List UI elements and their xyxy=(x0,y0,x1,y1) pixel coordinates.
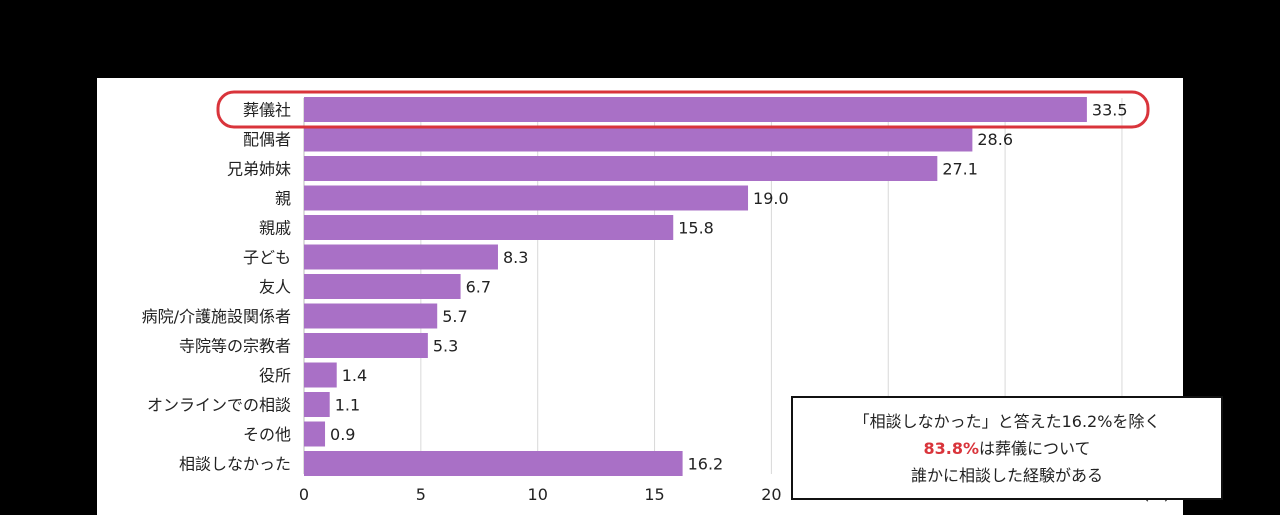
bar xyxy=(304,156,938,181)
value-label: 27.1 xyxy=(942,160,978,179)
category-label: 相談しなかった xyxy=(179,455,291,474)
bar-chart: 05101520253035（%）葬儀社33.5配偶者28.6兄弟姉妹27.1親… xyxy=(142,90,1180,504)
category-label: 親 xyxy=(275,189,291,208)
bar xyxy=(304,333,428,358)
value-label: 15.8 xyxy=(678,219,714,238)
value-label: 33.5 xyxy=(1092,101,1128,120)
category-label: 子ども xyxy=(243,248,291,267)
category-label: その他 xyxy=(243,425,291,444)
category-label: オンラインでの相談 xyxy=(147,396,291,415)
chart-panel: 05101520253035（%）葬儀社33.5配偶者28.6兄弟姉妹27.1親… xyxy=(97,78,1223,515)
callout-box: 「相談しなかった」と答えた16.2%を除く 83.8%は葬儀について 誰かに相談… xyxy=(791,396,1223,500)
callout-line-2-rest: は葬儀について xyxy=(978,438,1091,458)
category-label: 配偶者 xyxy=(243,130,291,149)
callout-highlight: 83.8% xyxy=(923,438,979,458)
x-tick-label: 0 xyxy=(299,485,309,504)
bar xyxy=(304,392,330,417)
bar xyxy=(304,215,674,240)
value-label: 19.0 xyxy=(753,189,789,208)
bar xyxy=(304,421,326,447)
bar xyxy=(304,97,1087,122)
highlight-outline xyxy=(216,90,1150,129)
category-label: 親戚 xyxy=(259,219,291,238)
value-label: 28.6 xyxy=(977,130,1013,149)
value-label: 0.9 xyxy=(330,425,355,444)
category-label: 葬儀社 xyxy=(243,101,291,120)
callout-line-2: 83.8%は葬儀について xyxy=(923,435,1090,462)
category-label: 兄弟姉妹 xyxy=(227,160,291,179)
bar xyxy=(304,126,973,152)
value-label: 1.1 xyxy=(335,396,360,415)
bar xyxy=(304,303,438,329)
value-label: 5.3 xyxy=(433,337,458,356)
category-label: 役所 xyxy=(259,366,291,385)
category-label: 寺院等の宗教者 xyxy=(179,337,291,356)
bar xyxy=(304,451,683,476)
x-tick-label: 5 xyxy=(416,485,426,504)
bar xyxy=(304,244,498,270)
bar xyxy=(304,185,749,211)
callout-line-3: 誰かに相談した経験がある xyxy=(910,465,1103,485)
value-label: 1.4 xyxy=(342,366,367,385)
x-tick-label: 15 xyxy=(644,485,664,504)
value-label: 5.7 xyxy=(442,307,467,326)
category-label: 友人 xyxy=(259,278,291,297)
value-label: 8.3 xyxy=(503,248,528,267)
value-label: 16.2 xyxy=(688,455,724,474)
x-tick-label: 20 xyxy=(761,485,781,504)
bar xyxy=(304,274,461,299)
x-tick-label: 10 xyxy=(528,485,548,504)
bar xyxy=(304,362,337,388)
category-label: 病院/介護施設関係者 xyxy=(142,307,291,326)
callout-line-1: 「相談しなかった」と答えた16.2%を除く xyxy=(853,411,1161,431)
value-label: 6.7 xyxy=(466,278,491,297)
